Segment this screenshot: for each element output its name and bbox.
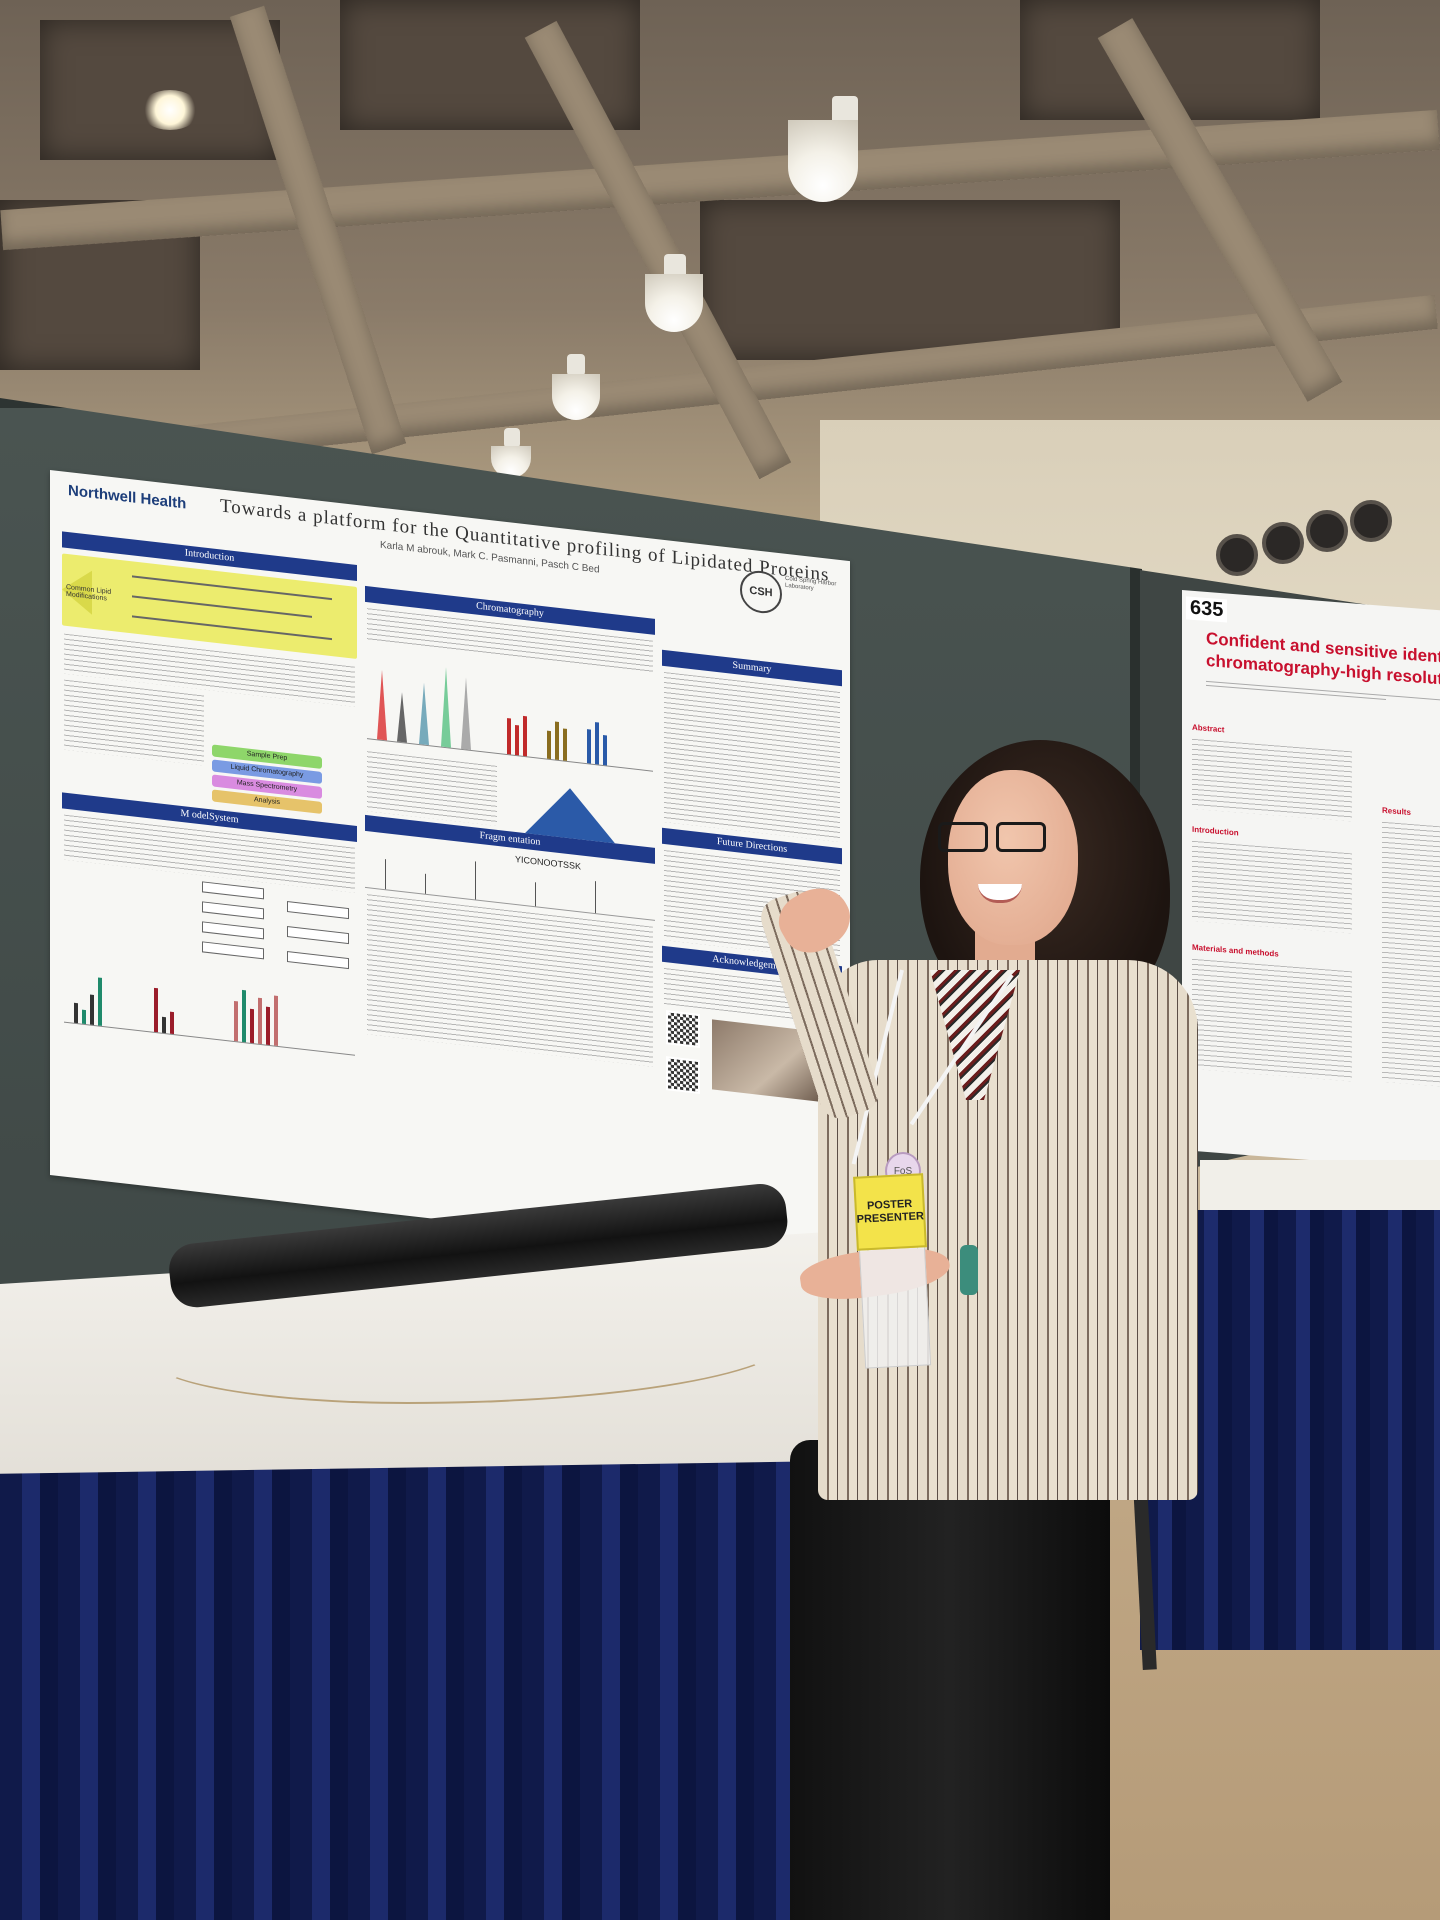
qr-code <box>666 1056 700 1095</box>
flow-box <box>287 901 349 920</box>
chart-bar <box>90 994 94 1026</box>
name-tag <box>858 1243 932 1369</box>
pendant-light <box>645 274 703 332</box>
neighbor-section-heading: Results <box>1382 805 1411 818</box>
flow-box <box>287 926 349 945</box>
pendant-light <box>552 374 600 420</box>
neighbor-text <box>1192 840 1352 934</box>
presenter-smile <box>978 884 1022 903</box>
peptide-sequence: YICONOOTSSK <box>515 853 582 872</box>
glasses-lens <box>938 822 988 852</box>
watch-icon <box>960 1245 978 1295</box>
neighbor-text <box>1192 738 1352 822</box>
poster-column-left: Introduction Common Lipid Modifications … <box>62 531 357 1062</box>
cord <box>150 1290 794 1404</box>
chromatogram-peak <box>441 666 451 748</box>
light-fixture-cap <box>504 428 520 448</box>
pendant-light <box>788 120 858 202</box>
chart-bar <box>563 728 567 761</box>
molecule-line <box>132 595 312 618</box>
spectrum-line <box>385 859 386 890</box>
wall-vent <box>1216 534 1258 576</box>
molecule-line <box>132 575 332 601</box>
poster-presenter-ribbon: POSTER PRESENTER <box>853 1173 927 1251</box>
neighbor-text <box>1192 958 1352 1082</box>
spectrum-line <box>475 861 476 900</box>
distribution-plot <box>525 783 615 844</box>
molecule-line <box>132 615 332 641</box>
chromatography-caption <box>367 751 497 826</box>
chart-bar <box>154 987 158 1033</box>
intro-text <box>64 679 204 766</box>
glasses-icon <box>938 822 1048 852</box>
glasses-lens <box>996 822 1046 852</box>
neighbor-section-heading: Materials and methods <box>1192 942 1279 959</box>
light-fixture-cap <box>664 254 686 278</box>
chart-bar <box>266 1006 270 1046</box>
chromatogram-peak <box>461 676 471 750</box>
chromatogram-peak <box>397 691 407 743</box>
flow-box <box>202 901 264 920</box>
chart-bar <box>507 718 511 755</box>
chart-bar <box>515 724 519 756</box>
ribbon-text: PRESENTER <box>856 1210 925 1226</box>
neighbor-section-heading: Abstract <box>1192 722 1225 735</box>
chart-bar <box>74 1002 78 1024</box>
workflow-steps: Sample Prep Liquid Chromatography Mass S… <box>212 744 322 814</box>
poster-number: 635 <box>1186 596 1228 623</box>
chromatogram-peak <box>377 669 387 741</box>
chart-bar <box>82 1009 86 1025</box>
spectrum-line <box>425 873 426 894</box>
table-skirt <box>0 1460 900 1920</box>
presenter-pants <box>790 1440 1110 1920</box>
chart-bar <box>242 989 246 1043</box>
chart-bar <box>98 977 102 1026</box>
chart-bar <box>603 735 607 766</box>
flow-box <box>202 881 264 900</box>
chart-bar <box>274 995 278 1046</box>
poster-logo-caption: Cold Spring Harbor Laboratory <box>785 575 837 593</box>
poster-column-middle: Chromatography <box>365 585 655 1073</box>
light-fixture-cap <box>832 96 858 124</box>
chart-bar <box>595 722 599 765</box>
chart-bar <box>523 715 527 757</box>
flow-box <box>202 921 264 940</box>
chart-bar <box>547 730 551 760</box>
light-fixture-cap <box>567 354 585 376</box>
neighbor-text <box>1382 821 1440 1088</box>
spectrum-line <box>595 881 596 914</box>
fragmentation-text <box>367 894 653 1067</box>
ceiling-light-glow <box>140 90 200 130</box>
chart-bar <box>162 1016 166 1034</box>
chart-bar <box>587 729 591 764</box>
wall-vent <box>1262 522 1304 564</box>
wall-vent <box>1350 500 1392 542</box>
qr-code <box>666 1010 700 1049</box>
spectrum-line <box>535 882 536 907</box>
main-poster: Northwell Health Towards a platform for … <box>50 470 850 1267</box>
chart-bar <box>555 721 559 760</box>
chart-bar <box>250 1008 254 1044</box>
summary-text <box>664 671 840 843</box>
neighbor-poster: 635 Confident and sensitive identificati… <box>1182 590 1440 1173</box>
flow-box <box>287 951 349 970</box>
chromatogram-peak <box>419 682 429 746</box>
flow-box <box>202 941 264 960</box>
chart-bar <box>234 1000 238 1042</box>
ceiling-coffer <box>700 200 1120 360</box>
presenter-face <box>948 770 1078 945</box>
chart-bar <box>170 1011 174 1035</box>
wall-vent <box>1306 510 1348 552</box>
chart-bar <box>258 997 262 1045</box>
poster-brand: Northwell Health <box>68 482 187 513</box>
neighbor-section-heading: Introduction <box>1192 824 1239 838</box>
